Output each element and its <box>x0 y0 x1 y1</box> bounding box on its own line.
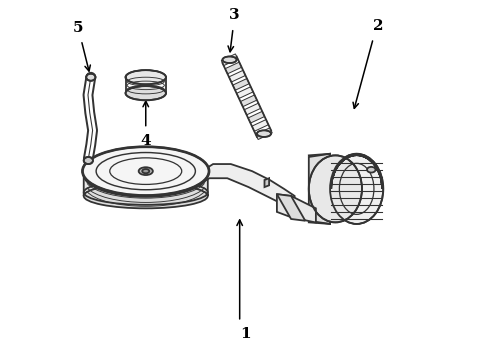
Polygon shape <box>265 178 269 187</box>
Text: 4: 4 <box>141 134 151 148</box>
Ellipse shape <box>309 156 362 222</box>
Polygon shape <box>309 154 330 224</box>
Polygon shape <box>229 70 245 82</box>
Ellipse shape <box>125 70 166 84</box>
Ellipse shape <box>222 57 237 63</box>
Polygon shape <box>233 78 249 90</box>
Text: 5: 5 <box>73 21 83 35</box>
Ellipse shape <box>84 184 208 208</box>
Polygon shape <box>237 87 253 99</box>
Text: 1: 1 <box>240 327 250 341</box>
Ellipse shape <box>257 130 271 137</box>
Polygon shape <box>248 111 265 123</box>
Ellipse shape <box>330 154 383 224</box>
Polygon shape <box>241 95 257 107</box>
Ellipse shape <box>139 167 153 175</box>
Ellipse shape <box>86 74 96 81</box>
Ellipse shape <box>367 167 375 172</box>
Polygon shape <box>225 62 242 74</box>
Ellipse shape <box>142 169 149 173</box>
Ellipse shape <box>82 147 209 195</box>
Polygon shape <box>244 103 261 115</box>
Ellipse shape <box>84 153 208 197</box>
Ellipse shape <box>84 157 93 164</box>
Polygon shape <box>256 128 272 140</box>
Polygon shape <box>277 194 316 222</box>
Polygon shape <box>277 194 305 221</box>
Polygon shape <box>199 164 294 210</box>
Text: 3: 3 <box>228 8 239 22</box>
Text: 2: 2 <box>373 19 383 33</box>
Polygon shape <box>252 120 269 131</box>
Polygon shape <box>84 153 208 196</box>
Polygon shape <box>221 54 238 66</box>
Ellipse shape <box>125 86 166 100</box>
